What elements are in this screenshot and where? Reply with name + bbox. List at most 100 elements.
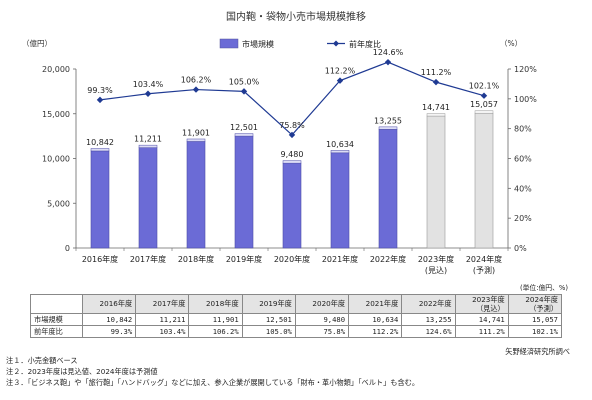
bar <box>186 141 206 249</box>
note-2: 注２．2023年度は見込値、2024年度は予測値 <box>6 367 158 376</box>
left-axis-unit: （億円） <box>22 38 52 48</box>
x-tick-label: 2024年度 <box>466 254 502 264</box>
row-label: 市場規模 <box>30 313 83 326</box>
right-tick-label: 60% <box>514 155 532 164</box>
x-tick-label: 2018年度 <box>178 254 214 264</box>
x-tick-label: 2016年度 <box>82 254 118 264</box>
bar-cap <box>474 110 494 114</box>
table-header: 2016年度 <box>81 294 137 314</box>
right-axis-unit: （%） <box>500 39 522 48</box>
x-tick-label: 2021年度 <box>322 254 358 264</box>
table-header-line1: 2024年度 <box>525 295 558 304</box>
data-table: 2016年度 2017年度 2018年度 2019年度 2020年度 2021年… <box>30 294 563 338</box>
table-header-line2: （予測） <box>529 304 558 313</box>
table-cell: 12,501 <box>241 313 296 326</box>
table-row: 市場規模 10,842 11,211 11,901 12,501 9,480 1… <box>30 313 563 326</box>
unit-note: (単位:億円、%) <box>519 284 568 292</box>
x-tick-label: 2019年度 <box>226 254 262 264</box>
table-cell: 11,211 <box>135 313 190 326</box>
ratio-point <box>288 131 296 139</box>
left-tick-label: 20,000 <box>42 65 70 74</box>
table-header: 2017年度 <box>135 294 190 314</box>
table-header: 2023年度 （見込） <box>454 294 509 314</box>
x-tick-label: 2020年度 <box>274 254 310 264</box>
table-header-line1: 2023年度 <box>472 295 505 304</box>
note-3: 注３．「ビジネス鞄」や「旅行鞄」「ハンドバッグ」などに加え、参入企業が展開してい… <box>6 378 420 387</box>
note-1: 注１．小売金額ベース <box>6 356 78 365</box>
ratio-label: 105.0% <box>229 77 260 86</box>
bar <box>426 115 446 249</box>
table-header: 2018年度 <box>188 294 243 314</box>
legend: 市場規模 前年度比 <box>219 38 381 49</box>
bar-cap <box>186 138 206 142</box>
ratio-label: 102.1% <box>469 82 500 91</box>
ratio-label: 111.2% <box>421 68 452 77</box>
bar-cap <box>90 148 110 152</box>
table-header: 2019年度 <box>241 294 296 314</box>
table-header-line2: （見込） <box>475 304 505 313</box>
right-tick-label: 40% <box>514 184 532 193</box>
left-tick-label: 0 <box>65 244 70 253</box>
table-row: 前年度比 99.3% 103.4% 106.2% 105.0% 75.8% 11… <box>30 325 563 338</box>
bar-cap <box>426 113 446 117</box>
chart-area: 国内鞄・袋物小売市場規模推移 （億円） （%） 市場規模 前年度比 0 5,000… <box>22 10 537 275</box>
x-tick-sublabel: (予測) <box>473 265 495 275</box>
ratio-label: 112.2% <box>325 67 356 76</box>
bar-value-label: 9,480 <box>281 150 304 159</box>
table-header: 2022年度 <box>401 294 456 314</box>
table-cell: 103.4% <box>135 325 190 338</box>
right-tick-label: 100% <box>514 95 537 104</box>
left-tick-label: 10,000 <box>42 155 70 164</box>
ratio-point <box>432 78 440 86</box>
ratio-point <box>384 58 392 66</box>
bar-value-label: 11,901 <box>182 128 210 137</box>
table-cell: 112.2% <box>348 325 403 338</box>
bar <box>330 152 350 249</box>
ratio-line: 99.3% 103.4% 106.2% 105.0% 75.8% 112.2% 124.6%… <box>87 48 500 139</box>
table-cell: 14,741 <box>454 313 509 326</box>
table-cell: 9,480 <box>294 313 350 326</box>
bar-cap <box>138 144 158 148</box>
legend-line-marker <box>333 40 339 47</box>
table-cell: 124.6% <box>401 325 456 338</box>
x-tick-label: 2017年度 <box>130 254 166 264</box>
left-tick-label: 15,000 <box>42 110 70 119</box>
table-header: 2020年度 <box>294 294 350 314</box>
bar-cap <box>378 126 398 130</box>
table-cell: 10,634 <box>348 313 403 326</box>
right-tick-label: 120% <box>514 65 537 74</box>
x-tick-label: 2023年度 <box>418 254 454 264</box>
table-cell: 10,842 <box>81 313 137 326</box>
bar-value-label: 15,057 <box>470 100 498 109</box>
bar <box>282 162 302 249</box>
ratio-label: 106.2% <box>181 76 212 85</box>
ratio-point <box>336 77 344 84</box>
ratio-point <box>480 92 488 99</box>
bar <box>474 112 494 249</box>
ratio-label: 124.6% <box>373 48 404 57</box>
bar <box>234 135 254 249</box>
source-credit: 矢野経済研究所調べ <box>505 347 570 356</box>
table-cell: 99.3% <box>81 325 137 338</box>
bar-cap <box>234 133 254 137</box>
table-cell: 11,901 <box>188 313 243 326</box>
ratio-point <box>240 88 248 95</box>
right-tick-label: 80% <box>514 125 532 134</box>
ratio-label: 75.8% <box>279 121 305 130</box>
table-cell: 13,255 <box>401 313 456 326</box>
row-label: 前年度比 <box>30 325 83 338</box>
category-labels: 2016年度 2017年度 2018年度 2019年度 2020年度 2021年度 2022… <box>82 254 502 275</box>
table-header: 2021年度 <box>348 294 403 314</box>
table-cell: 105.0% <box>241 325 296 338</box>
left-tick-label: 5,000 <box>47 199 70 208</box>
table-cell: 106.2% <box>188 325 243 338</box>
ratio-point <box>144 90 152 97</box>
bar-value-label: 10,634 <box>326 140 354 149</box>
bars <box>90 110 494 249</box>
table-header: 2024年度 （予測） <box>507 294 563 314</box>
chart-title: 国内鞄・袋物小売市場規模推移 <box>226 10 366 23</box>
x-tick-sublabel: (見込) <box>425 266 447 275</box>
bar-cap <box>330 150 350 154</box>
ratio-point <box>96 96 104 104</box>
table-cell: 75.8% <box>294 325 350 338</box>
